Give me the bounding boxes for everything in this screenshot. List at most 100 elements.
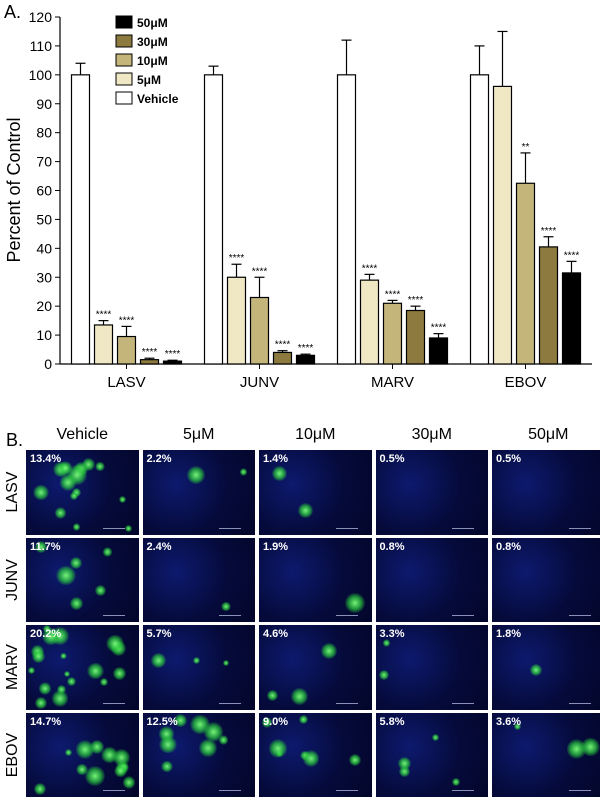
scale-bar bbox=[102, 790, 125, 791]
bar bbox=[405, 309, 426, 365]
micrograph-image: 2.2% bbox=[142, 450, 255, 535]
bar bbox=[382, 302, 403, 365]
infected-cell-mark bbox=[33, 782, 46, 796]
legend-label: 30μM bbox=[137, 35, 168, 49]
significance-label: **** bbox=[298, 343, 314, 354]
scale-bar bbox=[568, 615, 591, 616]
bar bbox=[162, 360, 183, 365]
significance-label: **** bbox=[96, 310, 112, 321]
infected-cell-mark bbox=[99, 678, 108, 687]
legend-swatch bbox=[115, 34, 133, 48]
infected-cell-mark bbox=[113, 667, 126, 680]
legend-label: 10μM bbox=[137, 54, 168, 68]
infected-cell-mark bbox=[192, 656, 201, 665]
bar bbox=[203, 74, 224, 365]
y-axis-label: Percent of Control bbox=[4, 117, 24, 262]
infected-cell-mark bbox=[59, 473, 77, 491]
infected-cell-mark bbox=[240, 468, 248, 476]
infection-percent: 9.0% bbox=[263, 715, 289, 728]
infected-cell-mark bbox=[266, 689, 278, 701]
legend-label: Vehicle bbox=[137, 92, 179, 106]
infected-cell-mark bbox=[161, 760, 173, 772]
infected-cell-mark bbox=[35, 540, 48, 554]
infected-cell-mark bbox=[33, 484, 49, 500]
infected-cell-mark bbox=[378, 669, 389, 680]
y-tick-label: 120 bbox=[29, 9, 53, 25]
scale-bar bbox=[219, 615, 241, 616]
bar bbox=[93, 324, 114, 365]
legend-label: 5μM bbox=[137, 73, 161, 87]
micrograph-image: 5.8% bbox=[375, 712, 488, 797]
y-tick-label: 60 bbox=[36, 183, 52, 199]
infected-cell-mark bbox=[382, 639, 390, 647]
infected-cell-mark bbox=[70, 556, 83, 569]
infected-cell-mark bbox=[76, 763, 88, 776]
significance-label: **** bbox=[385, 289, 401, 300]
micrograph-image: 3.3% bbox=[375, 625, 488, 710]
infected-cell-mark bbox=[432, 734, 439, 741]
infected-cell-mark bbox=[218, 735, 229, 745]
micrograph-image: 0.8% bbox=[375, 537, 488, 622]
infected-cell-mark bbox=[529, 664, 542, 677]
infected-cell-mark bbox=[190, 714, 210, 735]
infected-cell-mark bbox=[58, 460, 73, 475]
infected-cell-mark bbox=[56, 566, 76, 586]
infected-cell-mark bbox=[87, 662, 104, 680]
micrograph-image: 13.4% bbox=[26, 450, 139, 535]
bar bbox=[336, 74, 357, 365]
infection-percent: 14.7% bbox=[30, 715, 62, 728]
infected-cell-mark bbox=[298, 503, 313, 518]
infected-cell-mark bbox=[150, 653, 166, 668]
infected-cell-mark bbox=[105, 634, 124, 653]
legend-swatch bbox=[115, 53, 133, 67]
infected-cell-mark bbox=[299, 714, 309, 725]
infected-cell-mark bbox=[451, 777, 460, 786]
infection-percent: 12.5% bbox=[146, 715, 178, 728]
infection-percent: 20.2% bbox=[30, 628, 62, 640]
infected-cell-mark bbox=[198, 738, 218, 758]
infected-cell-mark bbox=[122, 776, 136, 789]
infected-cell-mark bbox=[302, 750, 320, 767]
y-tick-label: 110 bbox=[30, 38, 53, 54]
significance-label: **** bbox=[275, 340, 291, 351]
scale-bar bbox=[335, 527, 358, 529]
y-tick-label: 100 bbox=[29, 67, 53, 83]
infected-cell-mark bbox=[272, 465, 288, 481]
infected-cell-mark bbox=[28, 666, 36, 674]
micrograph-image: 0.5% bbox=[375, 450, 488, 535]
infected-cell-mark bbox=[90, 740, 105, 754]
y-tick-label: 80 bbox=[36, 125, 52, 141]
scale-bar bbox=[335, 702, 358, 704]
infection-percent: 2.4% bbox=[146, 540, 172, 553]
scale-bar bbox=[568, 790, 591, 791]
infection-percent: 5.7% bbox=[146, 628, 172, 640]
infection-percent: 1.4% bbox=[263, 453, 289, 465]
micrograph-image: 3.6% bbox=[492, 712, 600, 797]
significance-label: **** bbox=[541, 226, 557, 237]
infected-cell-mark bbox=[101, 746, 118, 764]
y-tick-label: 50 bbox=[36, 211, 52, 227]
bar bbox=[70, 74, 91, 365]
infected-cell-mark bbox=[186, 465, 206, 484]
infection-percent: 1.8% bbox=[496, 628, 522, 640]
infected-cell-mark bbox=[64, 670, 71, 678]
infected-cell-mark bbox=[95, 461, 105, 472]
bar bbox=[139, 359, 160, 365]
y-tick-label: 0 bbox=[44, 356, 52, 372]
bar bbox=[226, 276, 247, 365]
micrograph-image: 14.7% bbox=[26, 712, 139, 797]
significance-label: **** bbox=[119, 315, 135, 326]
bar bbox=[249, 296, 270, 365]
infection-percent: 3.3% bbox=[379, 628, 405, 640]
significance-label: ** bbox=[522, 142, 530, 153]
infected-cell-mark bbox=[399, 766, 410, 778]
infected-cell-mark bbox=[38, 682, 52, 695]
bar bbox=[538, 246, 559, 365]
row-header: EBOV bbox=[4, 732, 21, 777]
column-header: Vehicle bbox=[56, 426, 109, 443]
significance-label: **** bbox=[431, 323, 447, 334]
bar bbox=[561, 272, 582, 365]
infection-percent: 13.4% bbox=[30, 453, 62, 465]
infected-cell-mark bbox=[43, 625, 52, 633]
significance-label: **** bbox=[165, 349, 181, 360]
